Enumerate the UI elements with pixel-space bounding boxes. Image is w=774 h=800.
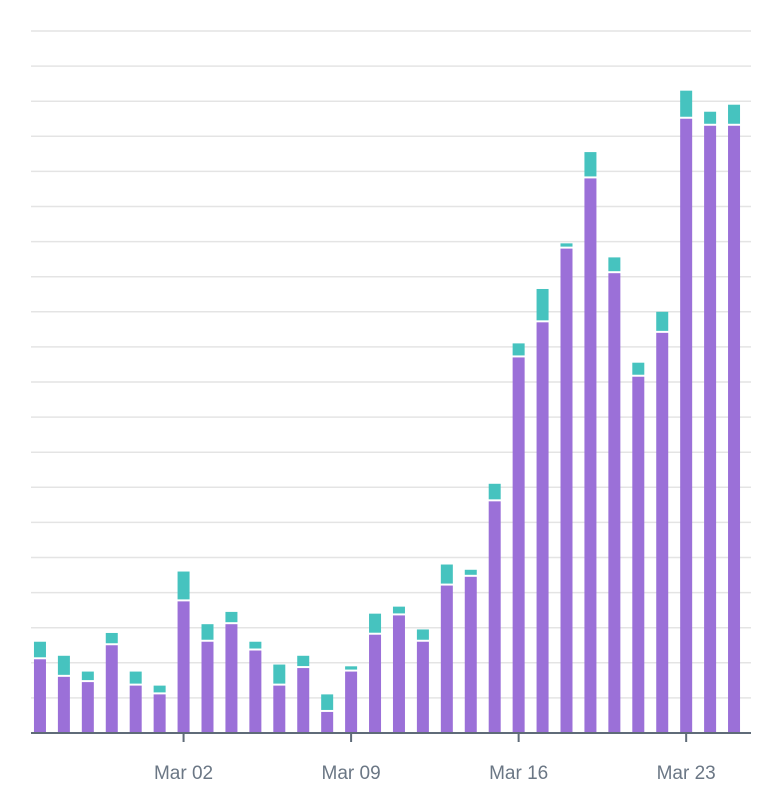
bar-segment xyxy=(153,685,166,693)
bar-segment xyxy=(249,650,262,733)
bar-segment xyxy=(201,641,214,733)
bar-segment xyxy=(177,571,190,600)
bar-segment xyxy=(81,682,94,733)
bar-segment xyxy=(249,641,262,649)
bar-segment xyxy=(488,501,501,733)
bar-segment xyxy=(656,311,669,331)
bar-segment xyxy=(512,357,525,733)
x-tick-label: Mar 09 xyxy=(322,763,381,784)
bar-segment xyxy=(369,634,382,733)
bar-segment xyxy=(321,694,334,710)
bar-segment xyxy=(680,118,693,733)
bar-segment xyxy=(608,273,621,733)
bar-segment xyxy=(201,624,214,640)
bar-segment xyxy=(584,152,597,177)
bar-segment xyxy=(728,104,741,124)
x-tick-label: Mar 23 xyxy=(657,763,716,784)
bar-segment xyxy=(33,641,46,658)
bar-segment xyxy=(273,664,286,684)
bar-segment xyxy=(273,685,286,733)
bar-segment xyxy=(656,332,669,733)
bar-segment xyxy=(57,655,70,675)
bar-segment xyxy=(177,601,190,733)
bar-segment xyxy=(105,632,118,644)
bar-segment xyxy=(632,362,645,375)
bar-segment xyxy=(225,624,238,733)
bar-segment xyxy=(297,655,310,667)
bar-segment xyxy=(464,576,477,733)
bar-segment xyxy=(321,711,334,733)
bar-segment xyxy=(704,125,717,733)
bar-segment xyxy=(584,178,597,734)
bar-segment xyxy=(153,694,166,733)
bar-segment xyxy=(560,248,573,733)
bar-segment xyxy=(345,671,358,733)
bar-segment xyxy=(608,257,621,272)
bar-segment xyxy=(488,483,501,500)
bar-segment xyxy=(704,111,717,124)
bar-segment xyxy=(297,668,310,733)
bar-segment xyxy=(225,611,238,623)
bar-segment xyxy=(536,322,549,733)
bar-segment xyxy=(464,569,477,575)
bar-segment xyxy=(632,376,645,733)
bar-segment xyxy=(392,606,405,614)
bar-segment xyxy=(129,671,142,684)
bar-segment xyxy=(680,90,693,117)
bar-segment xyxy=(81,671,94,681)
bar-segment xyxy=(440,564,453,584)
bar-segment xyxy=(345,666,358,670)
bar-segment xyxy=(57,676,70,733)
bar-segment xyxy=(416,641,429,733)
bar-segment xyxy=(728,125,741,733)
x-tick-label: Mar 02 xyxy=(154,763,213,784)
bar-segment xyxy=(369,613,382,633)
bar-segment xyxy=(129,685,142,733)
bar-segment xyxy=(416,629,429,640)
bar-segment xyxy=(440,585,453,733)
bar-segment xyxy=(512,343,525,356)
bar-segment xyxy=(33,659,46,733)
bar-segment xyxy=(105,645,118,733)
bar-segment xyxy=(392,615,405,733)
x-tick-label: Mar 16 xyxy=(489,763,548,784)
bar-segment xyxy=(560,243,573,247)
bar-segment xyxy=(536,288,549,321)
